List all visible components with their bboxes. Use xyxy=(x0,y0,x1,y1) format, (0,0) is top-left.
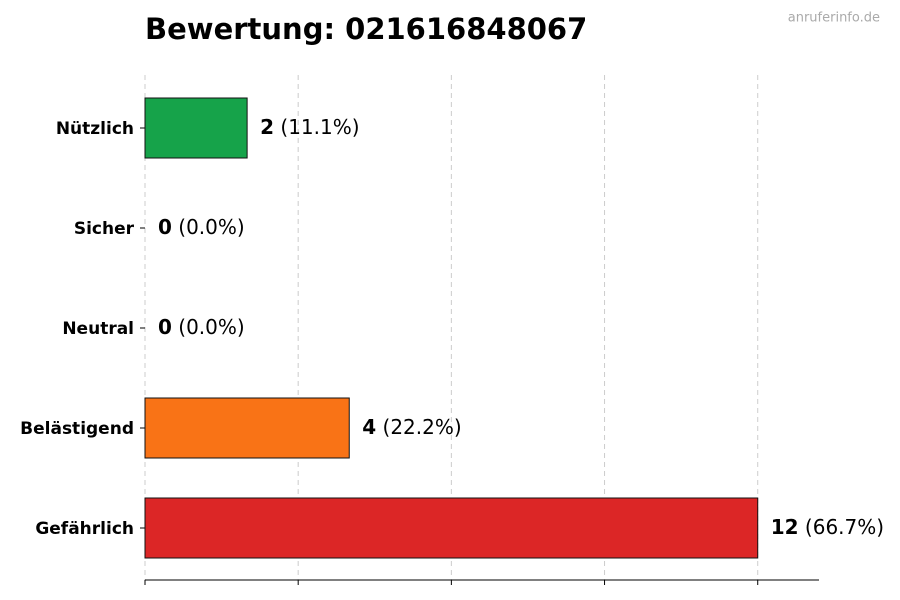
y-tick-label: Gefährlich xyxy=(35,519,134,539)
bar xyxy=(144,97,248,159)
value-number: 4 xyxy=(362,415,376,439)
value-number: 12 xyxy=(771,515,799,539)
percent-label: (0.0%) xyxy=(172,315,245,339)
watermark: anruferinfo.de xyxy=(788,11,880,26)
value-label: 2 (11.1%) xyxy=(260,115,359,139)
percent-label: (66.7%) xyxy=(799,515,885,539)
y-tick-label: Neutral xyxy=(62,319,134,339)
value-label: 0 (0.0%) xyxy=(158,315,245,339)
chart-title: Bewertung: 021616848067 xyxy=(145,12,587,46)
value-number: 0 xyxy=(158,315,172,339)
percent-label: (11.1%) xyxy=(274,115,360,139)
y-tick-label: Belästigend xyxy=(20,419,134,439)
value-label: 12 (66.7%) xyxy=(771,515,884,539)
bar xyxy=(144,397,350,459)
percent-label: (22.2%) xyxy=(376,415,462,439)
value-number: 2 xyxy=(260,115,274,139)
y-tick-label: Nützlich xyxy=(56,119,134,139)
y-tick-label: Sicher xyxy=(74,219,135,239)
value-number: 0 xyxy=(158,215,172,239)
value-label: 4 (22.2%) xyxy=(362,415,461,439)
value-label: 0 (0.0%) xyxy=(158,215,245,239)
percent-label: (0.0%) xyxy=(172,215,245,239)
bar xyxy=(144,497,759,559)
